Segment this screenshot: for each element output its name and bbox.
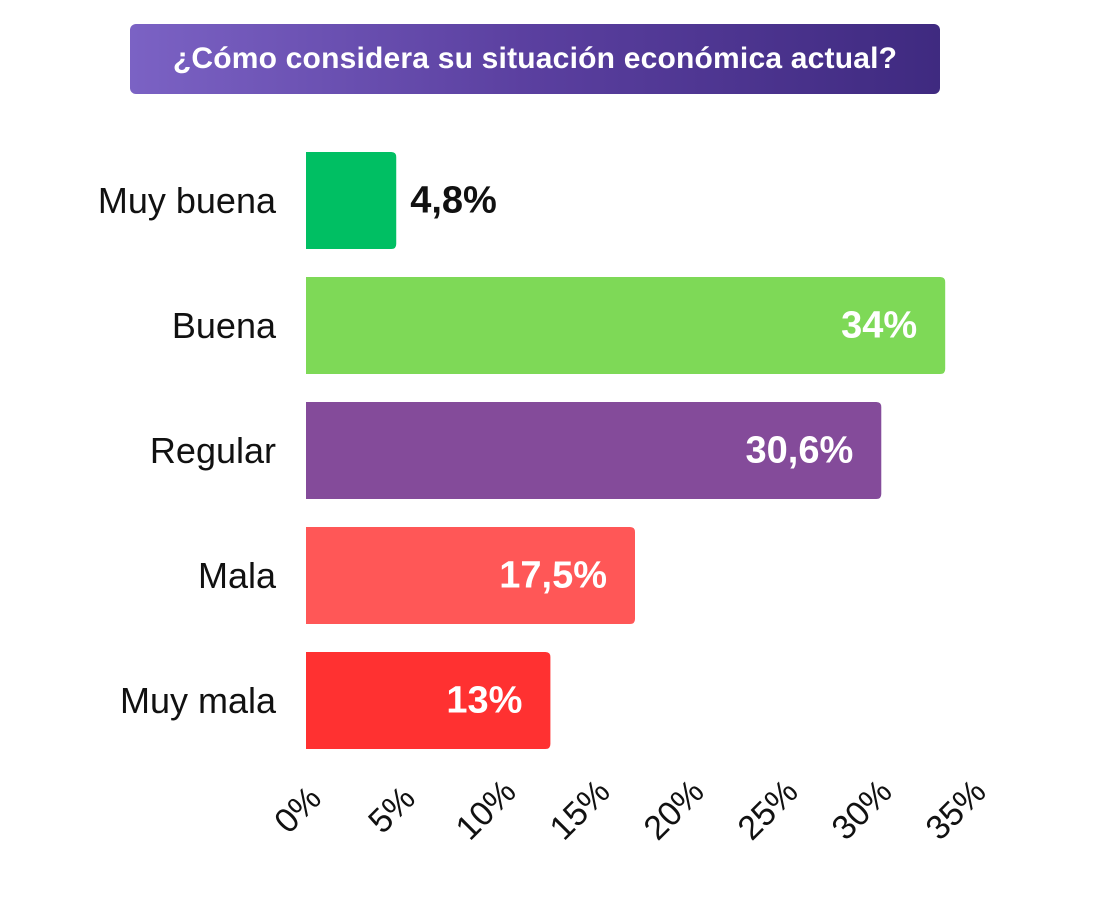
category-label: Muy buena [98, 180, 277, 221]
x-tick-label: 25% [731, 773, 806, 848]
x-tick-label: 5% [361, 779, 423, 841]
x-tick-label: 15% [543, 773, 618, 848]
x-tick-label: 35% [919, 773, 994, 848]
category-label: Mala [198, 555, 277, 596]
category-label: Muy mala [120, 680, 277, 721]
x-tick-label: 0% [267, 779, 329, 841]
bar [306, 527, 635, 624]
bar-value-label: 17,5% [499, 555, 607, 597]
chart-title: ¿Cómo considera su situación económica a… [172, 42, 898, 75]
x-tick-label: 20% [637, 773, 712, 848]
x-tick-label: 30% [825, 773, 900, 848]
bar [306, 652, 551, 749]
bar-value-label: 30,6% [746, 430, 854, 472]
bar [306, 277, 946, 374]
bar-value-label: 4,8% [410, 180, 497, 222]
bar-value-label: 13% [446, 680, 522, 722]
category-label: Regular [150, 430, 276, 471]
bar-value-label: 34% [841, 305, 917, 347]
chart-title-banner: ¿Cómo considera su situación económica a… [130, 24, 940, 94]
category-label: Buena [172, 305, 277, 346]
bar [306, 152, 397, 249]
x-tick-label: 10% [449, 773, 524, 848]
bar [306, 402, 882, 499]
